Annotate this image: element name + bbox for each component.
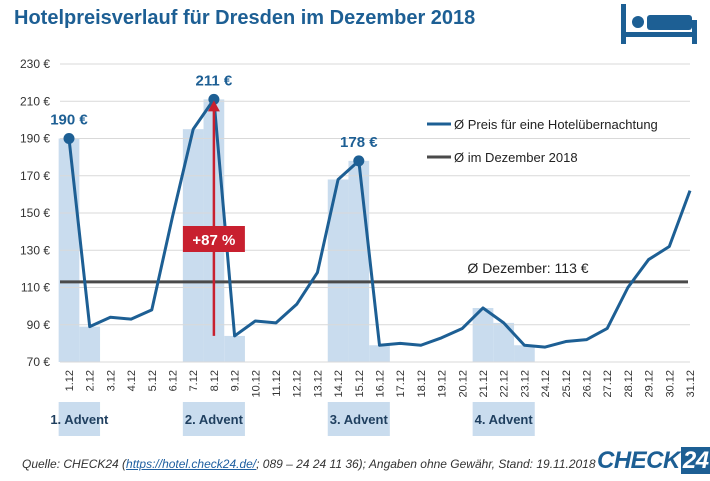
x-tick-label: 10.12: [250, 370, 262, 398]
chart-title: Hotelpreisverlauf für Dresden im Dezembe…: [14, 7, 476, 29]
x-tick-label: 6.12: [168, 370, 180, 391]
advent-label: 1. Advent: [50, 412, 109, 427]
increase-badge: [182, 226, 245, 252]
advent-shade-bar: [514, 345, 535, 362]
peak-label: 178 €: [340, 134, 378, 151]
x-tick-label: 28.12: [623, 370, 635, 398]
x-tick-label: 23.12: [519, 370, 531, 398]
x-tick-label: 13.12: [312, 370, 324, 398]
peak-marker: [63, 133, 75, 144]
legend-average-label: Ø im Dezember 2018: [454, 150, 578, 165]
x-tick-label: 20.12: [457, 370, 469, 398]
advent-label-box: [327, 402, 390, 436]
y-tick-label: 190 €: [20, 132, 50, 146]
x-tick-label: 3.12: [105, 370, 117, 391]
advent-label: 4. Advent: [475, 412, 534, 427]
x-tick-label: 17.12: [395, 370, 407, 398]
advent-shade-bar: [369, 345, 390, 362]
advent-label: 2. Advent: [185, 412, 244, 427]
advent-label: 3. Advent: [330, 412, 389, 427]
increase-arrow-head: [207, 100, 220, 112]
x-tick-label: 18.12: [416, 370, 428, 398]
x-tick-label: 29.12: [644, 370, 656, 398]
y-tick-label: 90 €: [27, 318, 51, 332]
advent-shade-bar: [327, 179, 349, 362]
legend-price-label: Ø Preis für eine Hotelübernachtung: [454, 117, 658, 132]
advent-shade-bar: [472, 307, 494, 362]
increase-label: +87 %: [192, 232, 235, 249]
x-tick-label: 15.12: [354, 370, 366, 398]
x-tick-label: 9.12: [230, 370, 242, 391]
x-tick-label: 12.12: [292, 370, 304, 398]
x-tick-label: 22.12: [499, 370, 511, 398]
x-tick-label: 2.12: [85, 370, 97, 391]
x-tick-label: 21.12: [478, 370, 490, 398]
x-tick-label: 25.12: [561, 370, 573, 398]
advent-shade-bar: [224, 335, 245, 362]
average-label: Ø Dezember: 113 €: [467, 260, 588, 276]
y-tick-label: 110 €: [21, 281, 50, 295]
x-tick-label: 27.12: [602, 370, 614, 398]
y-tick-label: 210 €: [20, 94, 50, 108]
advent-shade-bar: [493, 322, 515, 362]
x-tick-label: 30.12: [664, 370, 676, 398]
x-tick-label: 7.12: [188, 370, 200, 391]
peak-marker: [208, 93, 220, 105]
y-tick-label: 230 €: [20, 57, 50, 71]
x-tick-label: 31.12: [685, 370, 697, 398]
y-tick-label: 170 €: [20, 169, 50, 183]
x-tick-label: 19.12: [437, 370, 449, 398]
advent-label-box: [182, 402, 245, 436]
source-note: Quelle: CHECK24 (https://hotel.check24.d…: [22, 457, 596, 471]
advent-shade-bar: [348, 160, 370, 362]
advent-label-box: [58, 402, 101, 436]
x-tick-label: 8.12: [209, 370, 221, 391]
x-tick-label: 26.12: [582, 370, 594, 398]
y-tick-label: 150 €: [20, 206, 50, 220]
x-tick-label: 11.12: [271, 370, 283, 397]
peak-label: 190 €: [50, 112, 88, 129]
bed-icon: [621, 4, 697, 44]
y-tick-label: 70 €: [27, 355, 51, 369]
price-series-line: [67, 97, 692, 349]
peak-label: 211 €: [196, 72, 233, 89]
x-tick-label: 14.12: [333, 370, 345, 398]
source-link[interactable]: https://hotel.check24.de/: [126, 457, 257, 471]
y-tick-label: 130 €: [20, 243, 50, 257]
advent-shade-bar: [79, 326, 101, 362]
x-tick-label: 16.12: [375, 370, 387, 398]
brand-logo: CHECK 24: [597, 447, 710, 474]
x-tick-label: 4.12: [126, 370, 138, 391]
x-tick-label: 1.12: [64, 370, 76, 391]
x-tick-label: 5.12: [147, 370, 159, 391]
peak-marker: [353, 155, 365, 167]
advent-label-box: [472, 402, 535, 436]
x-tick-label: 24.12: [540, 370, 552, 398]
